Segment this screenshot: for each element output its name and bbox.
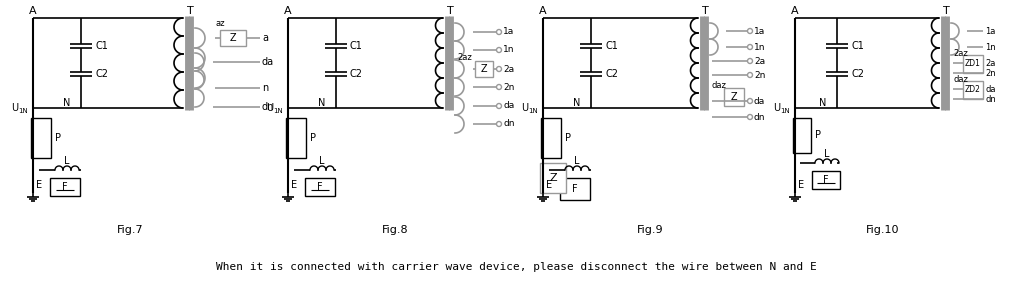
Text: ZD1: ZD1 xyxy=(965,59,981,69)
Text: 2a: 2a xyxy=(503,65,514,73)
Text: a: a xyxy=(262,33,268,43)
Text: az: az xyxy=(216,18,225,28)
Text: dn: dn xyxy=(754,113,765,121)
Text: 1n: 1n xyxy=(503,46,514,55)
Text: F: F xyxy=(62,182,68,192)
Text: P: P xyxy=(815,131,821,141)
Text: U: U xyxy=(11,103,19,113)
Text: P: P xyxy=(565,133,571,143)
Text: 1n: 1n xyxy=(985,42,996,51)
Text: 1a: 1a xyxy=(754,26,765,36)
Text: L: L xyxy=(574,156,580,166)
Text: U: U xyxy=(521,103,528,113)
Text: dn: dn xyxy=(503,119,514,129)
Text: L: L xyxy=(824,149,829,159)
Text: N: N xyxy=(573,98,581,108)
Text: C2: C2 xyxy=(605,69,618,79)
Text: C2: C2 xyxy=(95,69,108,79)
Text: daz: daz xyxy=(712,80,727,90)
Text: Z: Z xyxy=(730,92,738,102)
Text: 1N: 1N xyxy=(780,108,790,114)
Text: T: T xyxy=(187,6,193,16)
Text: da: da xyxy=(985,84,996,94)
Text: F: F xyxy=(572,184,577,194)
Text: F: F xyxy=(823,175,828,185)
Text: 2n: 2n xyxy=(985,69,996,77)
Text: P: P xyxy=(310,133,316,143)
Text: When it is connected with carrier wave device, please disconnect the wire betwee: When it is connected with carrier wave d… xyxy=(216,262,817,272)
Text: 2n: 2n xyxy=(754,71,765,79)
Text: E: E xyxy=(291,180,298,190)
Text: P: P xyxy=(55,133,61,143)
Text: 2a: 2a xyxy=(985,59,996,67)
Bar xyxy=(286,118,306,158)
Text: 1a: 1a xyxy=(985,26,996,36)
Text: 2az: 2az xyxy=(953,49,968,57)
Bar xyxy=(963,81,983,99)
Text: 1N: 1N xyxy=(273,108,283,114)
Text: 2n: 2n xyxy=(503,82,514,92)
Text: C2: C2 xyxy=(851,69,864,79)
Bar xyxy=(540,163,566,193)
Bar xyxy=(305,178,335,196)
Text: ZD2: ZD2 xyxy=(965,86,981,94)
Bar xyxy=(560,178,590,200)
Text: N: N xyxy=(63,98,70,108)
Text: C1: C1 xyxy=(350,41,363,51)
Text: 1N: 1N xyxy=(528,108,538,114)
Text: N: N xyxy=(819,98,826,108)
Text: C1: C1 xyxy=(605,41,618,51)
Text: 1n: 1n xyxy=(754,42,765,51)
Text: A: A xyxy=(791,6,799,16)
Bar xyxy=(475,61,493,77)
Text: L: L xyxy=(64,156,70,166)
Text: F: F xyxy=(317,182,322,192)
Text: E: E xyxy=(546,180,552,190)
Text: A: A xyxy=(539,6,546,16)
Bar xyxy=(793,118,811,153)
Text: Z: Z xyxy=(480,64,488,74)
Text: Fig.9: Fig.9 xyxy=(636,225,663,235)
Text: A: A xyxy=(284,6,291,16)
Text: C2: C2 xyxy=(350,69,363,79)
Text: E: E xyxy=(799,180,804,190)
Text: 1a: 1a xyxy=(503,28,514,36)
Bar xyxy=(812,171,840,189)
Text: Z: Z xyxy=(550,173,557,183)
Text: L: L xyxy=(319,156,324,166)
Text: da: da xyxy=(262,57,274,67)
Bar xyxy=(963,55,983,73)
Text: C1: C1 xyxy=(95,41,107,51)
Text: 2az: 2az xyxy=(457,53,472,63)
Text: N: N xyxy=(318,98,325,108)
Text: 1N: 1N xyxy=(18,108,28,114)
Text: U: U xyxy=(773,103,780,113)
Text: A: A xyxy=(29,6,37,16)
Bar xyxy=(220,30,246,46)
Bar xyxy=(50,178,80,196)
Text: daz: daz xyxy=(953,75,968,84)
Text: T: T xyxy=(943,6,949,16)
Bar xyxy=(541,118,561,158)
Text: Fig.7: Fig.7 xyxy=(117,225,144,235)
Text: E: E xyxy=(36,180,42,190)
Text: U: U xyxy=(267,103,273,113)
Text: C1: C1 xyxy=(851,41,864,51)
Text: da: da xyxy=(754,96,765,106)
Text: dn: dn xyxy=(262,102,275,112)
Text: Fig.10: Fig.10 xyxy=(867,225,900,235)
Text: Fig.8: Fig.8 xyxy=(381,225,408,235)
Text: da: da xyxy=(503,102,514,110)
Text: n: n xyxy=(262,83,269,93)
Text: Z: Z xyxy=(229,33,237,43)
Bar xyxy=(31,118,51,158)
Text: dn: dn xyxy=(985,94,996,104)
Text: T: T xyxy=(446,6,453,16)
Bar xyxy=(724,88,744,106)
Text: 2a: 2a xyxy=(754,57,765,65)
Text: T: T xyxy=(701,6,709,16)
